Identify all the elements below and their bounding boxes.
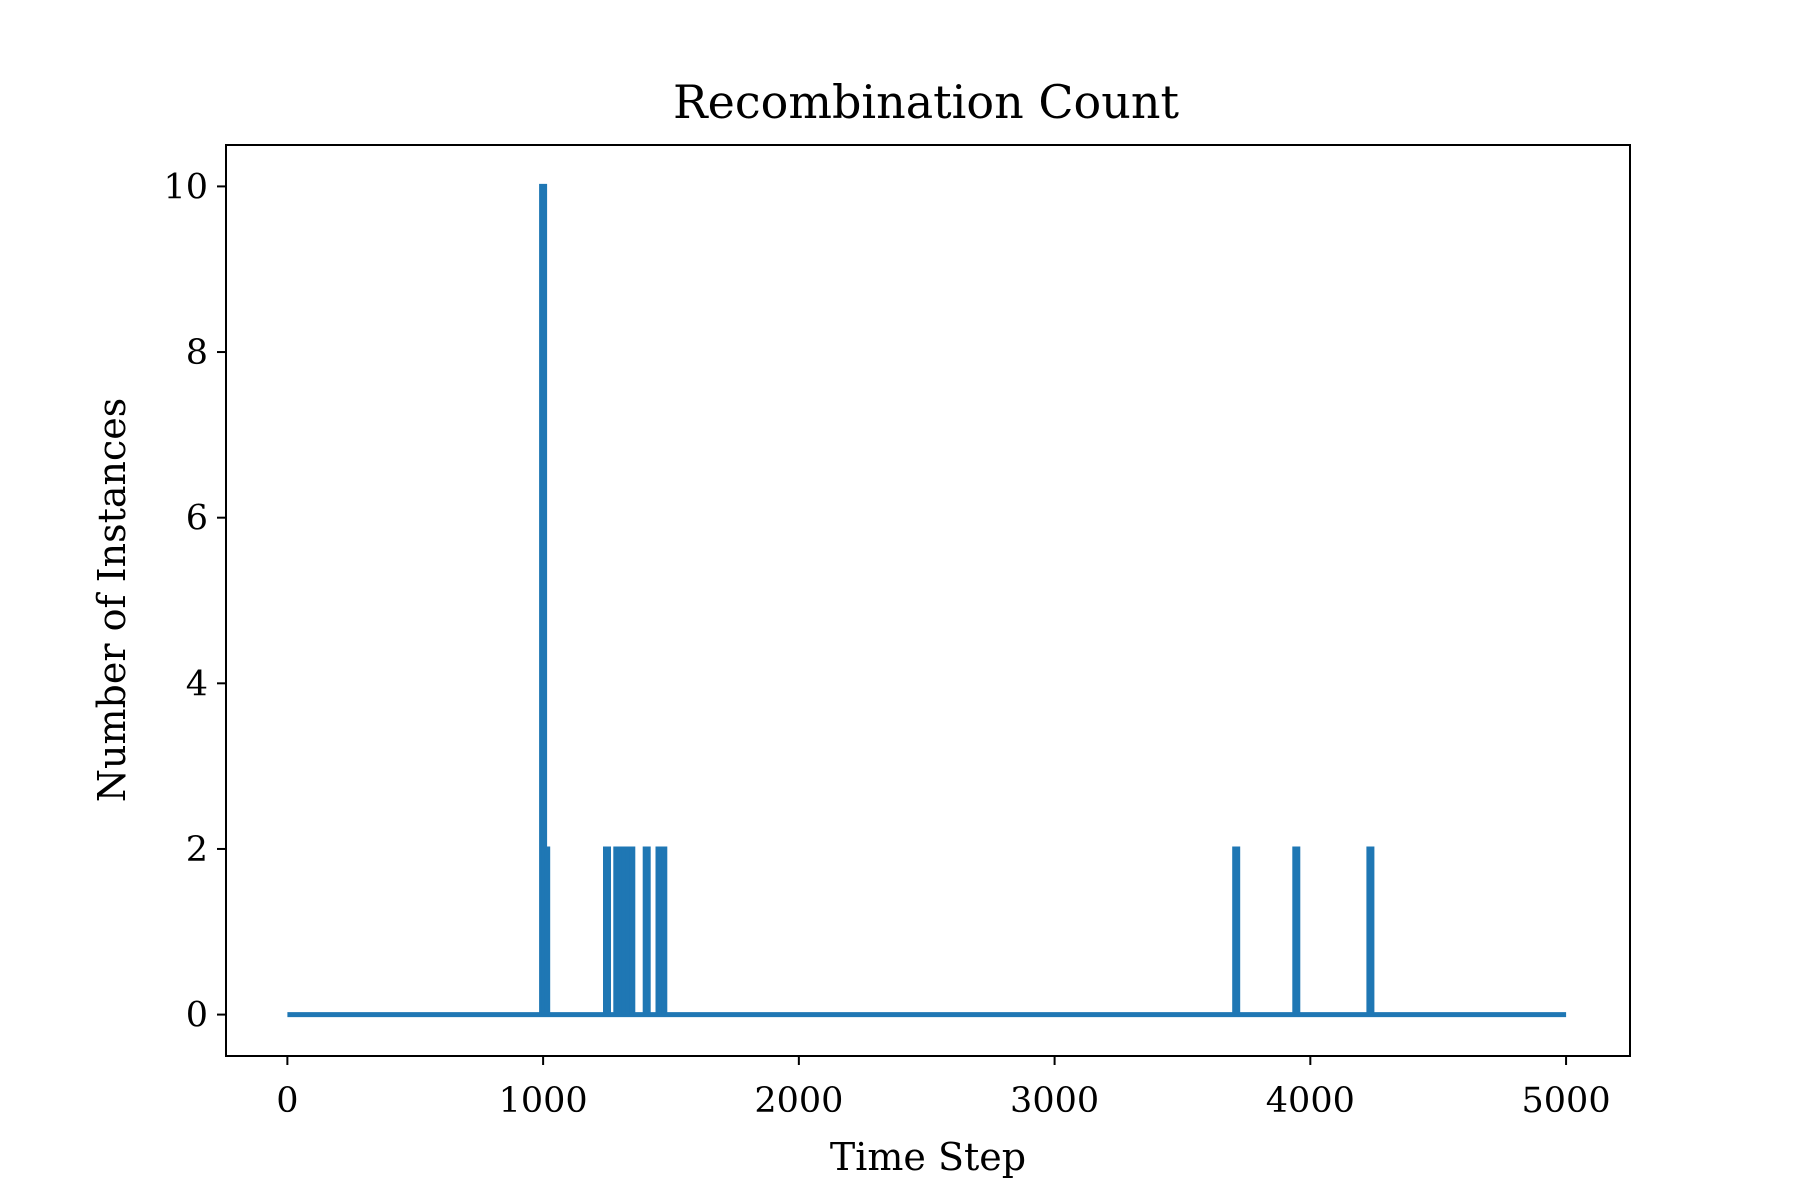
x-axis-ticks: 0 1000 2000 3000 4000 5000 [276,1056,1611,1121]
y-tick-label: 2 [186,830,208,870]
y-axis-ticks: 0 2 4 6 8 10 [163,167,226,1036]
y-axis-label: Number of Instances [90,398,134,803]
y-tick-label: 0 [186,996,208,1036]
chart-title: Recombination Count [673,75,1179,129]
series-line [287,183,1567,1018]
series-layer [287,183,1567,1018]
y-tick-label: 8 [186,333,208,373]
x-tick-label: 3000 [1010,1081,1099,1121]
x-tick-label: 0 [276,1081,298,1121]
x-tick-label: 1000 [499,1081,588,1121]
x-tick-label: 4000 [1266,1081,1355,1121]
y-tick-label: 6 [186,499,208,539]
y-tick-label: 10 [163,167,208,207]
x-axis-label: Time Step [830,1135,1026,1179]
y-tick-label: 4 [186,664,208,704]
plot-area-frame [225,144,1631,1057]
x-tick-label: 5000 [1522,1081,1611,1121]
x-tick-label: 2000 [754,1081,843,1121]
